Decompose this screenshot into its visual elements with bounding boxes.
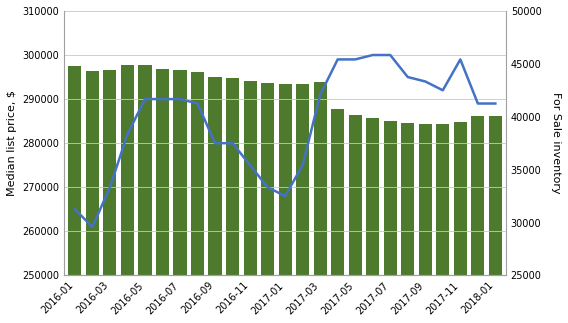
Bar: [68, 66, 81, 323]
Bar: [401, 123, 414, 323]
Bar: [454, 122, 467, 323]
Bar: [103, 70, 116, 323]
Bar: [278, 84, 292, 323]
Bar: [121, 65, 134, 323]
Bar: [366, 118, 379, 323]
Bar: [261, 83, 274, 323]
Bar: [419, 124, 432, 323]
Bar: [139, 65, 152, 323]
Bar: [156, 69, 169, 323]
Bar: [489, 116, 502, 323]
Bar: [191, 72, 204, 323]
Bar: [226, 78, 239, 323]
Bar: [471, 116, 485, 323]
Y-axis label: Median list price, $: Median list price, $: [7, 90, 17, 196]
Bar: [331, 109, 344, 323]
Y-axis label: For Sale inventory: For Sale inventory: [551, 92, 561, 194]
Bar: [349, 115, 362, 323]
Bar: [86, 71, 99, 323]
Bar: [383, 121, 397, 323]
Bar: [436, 124, 449, 323]
Bar: [296, 84, 309, 323]
Bar: [173, 70, 186, 323]
Bar: [244, 81, 257, 323]
Bar: [314, 82, 327, 323]
Bar: [208, 77, 222, 323]
